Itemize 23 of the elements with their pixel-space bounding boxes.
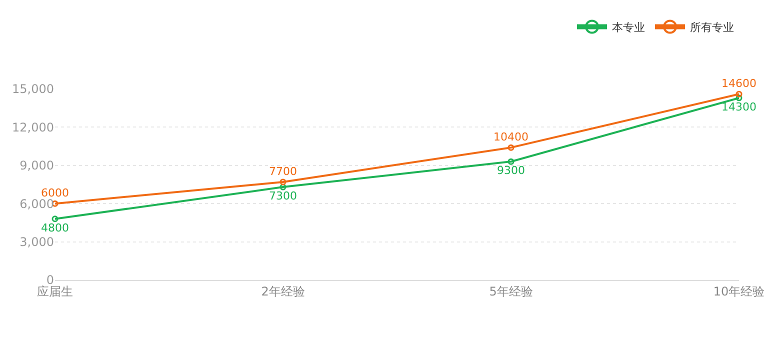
legend-label: 所有专业 (690, 21, 734, 34)
data-label: 10400 (494, 130, 528, 144)
point (508, 158, 514, 165)
x-tick-label: 10年经验 (713, 284, 765, 298)
y-tick-label: 9,000 (20, 158, 54, 173)
point (508, 144, 514, 151)
point (736, 94, 742, 102)
y-tick-label: 3,000 (20, 235, 54, 249)
point (280, 178, 286, 186)
y-tick-label: 12,000 (12, 120, 54, 134)
point (52, 216, 58, 222)
point (280, 184, 286, 190)
data-label: 14600 (722, 77, 756, 90)
y-tick-label: 15,000 (12, 82, 54, 96)
data-label: 9300 (497, 164, 525, 177)
data-label: 7300 (269, 189, 297, 202)
data-label: 14300 (722, 100, 756, 114)
data-label: 4800 (41, 221, 69, 234)
data-label: 7700 (269, 165, 297, 178)
x-tick-label: 2年经验 (261, 284, 305, 298)
legend-label: 本专业 (612, 21, 645, 34)
x-tick-label: 5年经验 (489, 284, 533, 298)
point (736, 90, 742, 98)
